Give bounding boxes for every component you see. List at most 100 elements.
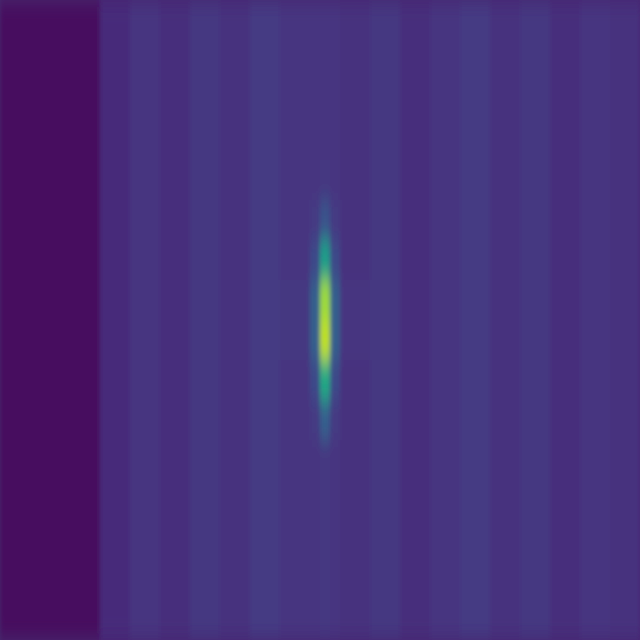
cell [220, 240, 251, 281]
cell [610, 480, 640, 521]
cell [430, 520, 461, 561]
cell [190, 0, 221, 41]
cell [160, 320, 191, 361]
cell [100, 320, 131, 361]
cell [190, 360, 221, 401]
cell [580, 440, 611, 481]
cell [190, 200, 221, 241]
cell [550, 360, 581, 401]
cell [520, 320, 551, 361]
cell [250, 560, 281, 601]
cell [430, 320, 461, 361]
cell [400, 120, 431, 161]
cell [340, 440, 371, 481]
cell [550, 0, 581, 41]
cell [310, 40, 321, 81]
cell [370, 160, 401, 201]
cell [100, 240, 131, 281]
cell [430, 400, 461, 441]
cell [610, 200, 640, 241]
cell [580, 200, 611, 241]
cell [370, 480, 401, 521]
cell [320, 320, 331, 361]
cell [430, 0, 461, 41]
cell [190, 160, 221, 201]
cell [280, 320, 311, 361]
cell [580, 400, 611, 441]
cell [430, 40, 461, 81]
cell [0, 280, 101, 321]
cell [520, 360, 551, 401]
cell [610, 400, 640, 441]
cell [310, 320, 321, 361]
cell [250, 400, 281, 441]
cell [310, 200, 321, 241]
cell [550, 160, 581, 201]
cell [250, 320, 281, 361]
cell [220, 600, 251, 640]
cell [460, 160, 491, 201]
cell [310, 240, 321, 281]
cell [330, 320, 341, 361]
cell [220, 480, 251, 521]
cell [610, 160, 640, 201]
cell [280, 240, 311, 281]
cell [280, 480, 311, 521]
cell [160, 0, 191, 41]
cell [320, 120, 331, 161]
cell [490, 200, 521, 241]
cell [490, 80, 521, 121]
cell [160, 160, 191, 201]
cell [550, 600, 581, 640]
cell [400, 400, 431, 441]
cell [220, 560, 251, 601]
cell [520, 560, 551, 601]
cell [400, 600, 431, 640]
cell [330, 360, 341, 401]
cell [370, 280, 401, 321]
cell [310, 440, 321, 481]
cell [310, 280, 321, 321]
cell [0, 440, 101, 481]
cell [520, 400, 551, 441]
cell [320, 200, 331, 241]
cell [340, 120, 371, 161]
cell [130, 200, 161, 241]
cell [490, 440, 521, 481]
cell [340, 320, 371, 361]
cell [430, 280, 461, 321]
cell [220, 440, 251, 481]
cell [250, 600, 281, 640]
cell [430, 120, 461, 161]
cell [310, 400, 321, 441]
cell [320, 480, 331, 521]
cell [550, 280, 581, 321]
cell [430, 440, 461, 481]
cell [280, 400, 311, 441]
cell [190, 400, 221, 441]
cell [320, 600, 331, 640]
cell [460, 360, 491, 401]
cell [490, 400, 521, 441]
cell [610, 240, 640, 281]
cell [190, 280, 221, 321]
cell [610, 40, 640, 81]
cell [220, 200, 251, 241]
cell [280, 200, 311, 241]
cell [370, 560, 401, 601]
cell [520, 0, 551, 41]
cell [460, 240, 491, 281]
cell [400, 360, 431, 401]
cell [550, 440, 581, 481]
cell [160, 480, 191, 521]
cell [100, 200, 131, 241]
cell [610, 280, 640, 321]
cell [250, 200, 281, 241]
cell [160, 360, 191, 401]
cell [130, 520, 161, 561]
cell [220, 520, 251, 561]
cell [100, 280, 131, 321]
cell [430, 160, 461, 201]
cell [0, 40, 101, 81]
cell [280, 360, 311, 401]
